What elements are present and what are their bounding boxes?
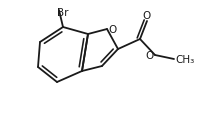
Text: Br: Br	[57, 8, 68, 18]
Text: CH₃: CH₃	[174, 54, 193, 64]
Text: O: O	[145, 51, 153, 60]
Text: O: O	[142, 11, 150, 21]
Text: O: O	[108, 25, 116, 35]
